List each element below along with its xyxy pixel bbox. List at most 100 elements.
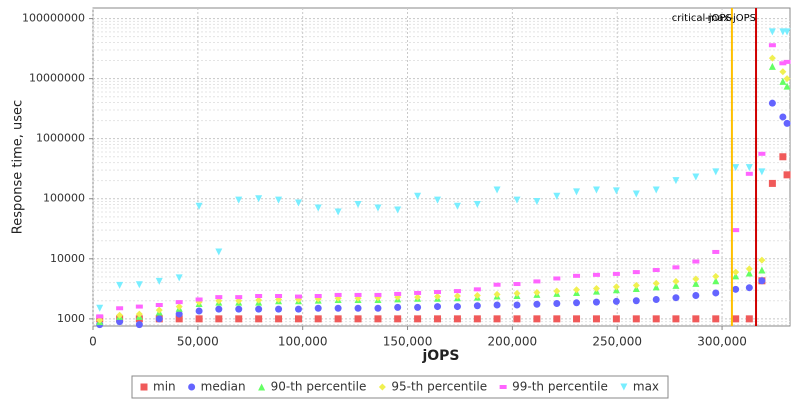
point (275, 315, 283, 323)
point (768, 43, 776, 48)
point (779, 77, 787, 85)
point (414, 192, 422, 200)
x-tick-label: 250,000 (592, 335, 642, 349)
point (592, 272, 600, 277)
point (732, 164, 740, 172)
point (96, 314, 104, 319)
legend-box (131, 375, 669, 399)
point (745, 315, 753, 323)
point (652, 315, 660, 323)
point (533, 279, 541, 284)
point (692, 275, 700, 283)
point (195, 315, 203, 323)
point (592, 298, 600, 306)
legend-marker (620, 383, 628, 391)
legend-marker (188, 383, 196, 391)
point (612, 187, 620, 195)
x-axis-title: jOPS (421, 348, 459, 364)
point (275, 196, 283, 204)
point (434, 315, 442, 323)
point (453, 202, 461, 210)
legend-label: median (201, 380, 246, 394)
point (553, 300, 561, 308)
point (779, 68, 787, 76)
point (712, 249, 720, 254)
point (155, 315, 163, 323)
point (672, 315, 680, 323)
point (779, 153, 787, 161)
point (434, 303, 442, 311)
point (553, 287, 561, 295)
point (374, 292, 382, 297)
point (473, 287, 481, 292)
point (195, 297, 203, 302)
point (275, 294, 283, 299)
point (692, 173, 700, 181)
point (712, 272, 720, 280)
point (96, 316, 104, 324)
point (294, 305, 302, 313)
x-tick-label: 300,000 (697, 335, 747, 349)
point (255, 195, 263, 203)
point (235, 315, 243, 323)
point (195, 307, 203, 315)
point (672, 281, 680, 289)
point (632, 297, 640, 305)
x-tick-label: 50,000 (177, 335, 219, 349)
point (732, 268, 740, 276)
point (135, 310, 143, 318)
point (712, 315, 720, 323)
point (155, 303, 163, 308)
point (434, 196, 442, 204)
point (334, 304, 342, 312)
point (155, 306, 163, 314)
point (394, 206, 402, 214)
point (712, 168, 720, 176)
point (779, 61, 787, 66)
point (732, 272, 740, 280)
point (175, 300, 183, 305)
point (768, 99, 776, 107)
point (672, 265, 680, 270)
legend-label: 95-th percentile (391, 380, 487, 394)
y-tick-label: 10000000 (29, 72, 85, 85)
point (692, 291, 700, 299)
point (334, 208, 342, 216)
point (652, 186, 660, 194)
point (453, 303, 461, 311)
point (334, 292, 342, 297)
point (573, 188, 581, 196)
point (374, 315, 382, 323)
point (612, 297, 620, 305)
point (652, 295, 660, 303)
point (783, 82, 791, 90)
point (573, 315, 581, 323)
point (632, 270, 640, 275)
point (394, 315, 402, 323)
point (235, 196, 243, 204)
point (453, 292, 461, 300)
point (215, 305, 223, 313)
point (692, 259, 700, 264)
point (553, 315, 561, 323)
point (374, 304, 382, 312)
point (783, 28, 791, 36)
point (414, 293, 422, 301)
point (553, 192, 561, 200)
point (573, 286, 581, 294)
point (453, 315, 461, 323)
point (513, 282, 521, 287)
point (275, 305, 283, 313)
point (692, 279, 700, 287)
point (758, 277, 766, 285)
point (394, 303, 402, 311)
point (473, 201, 481, 209)
point (553, 276, 561, 281)
point (215, 295, 223, 300)
point (235, 295, 243, 300)
point (235, 305, 243, 313)
y-tick-label: 10000 (50, 252, 85, 265)
legend-label: max (633, 380, 659, 394)
point (768, 28, 776, 36)
